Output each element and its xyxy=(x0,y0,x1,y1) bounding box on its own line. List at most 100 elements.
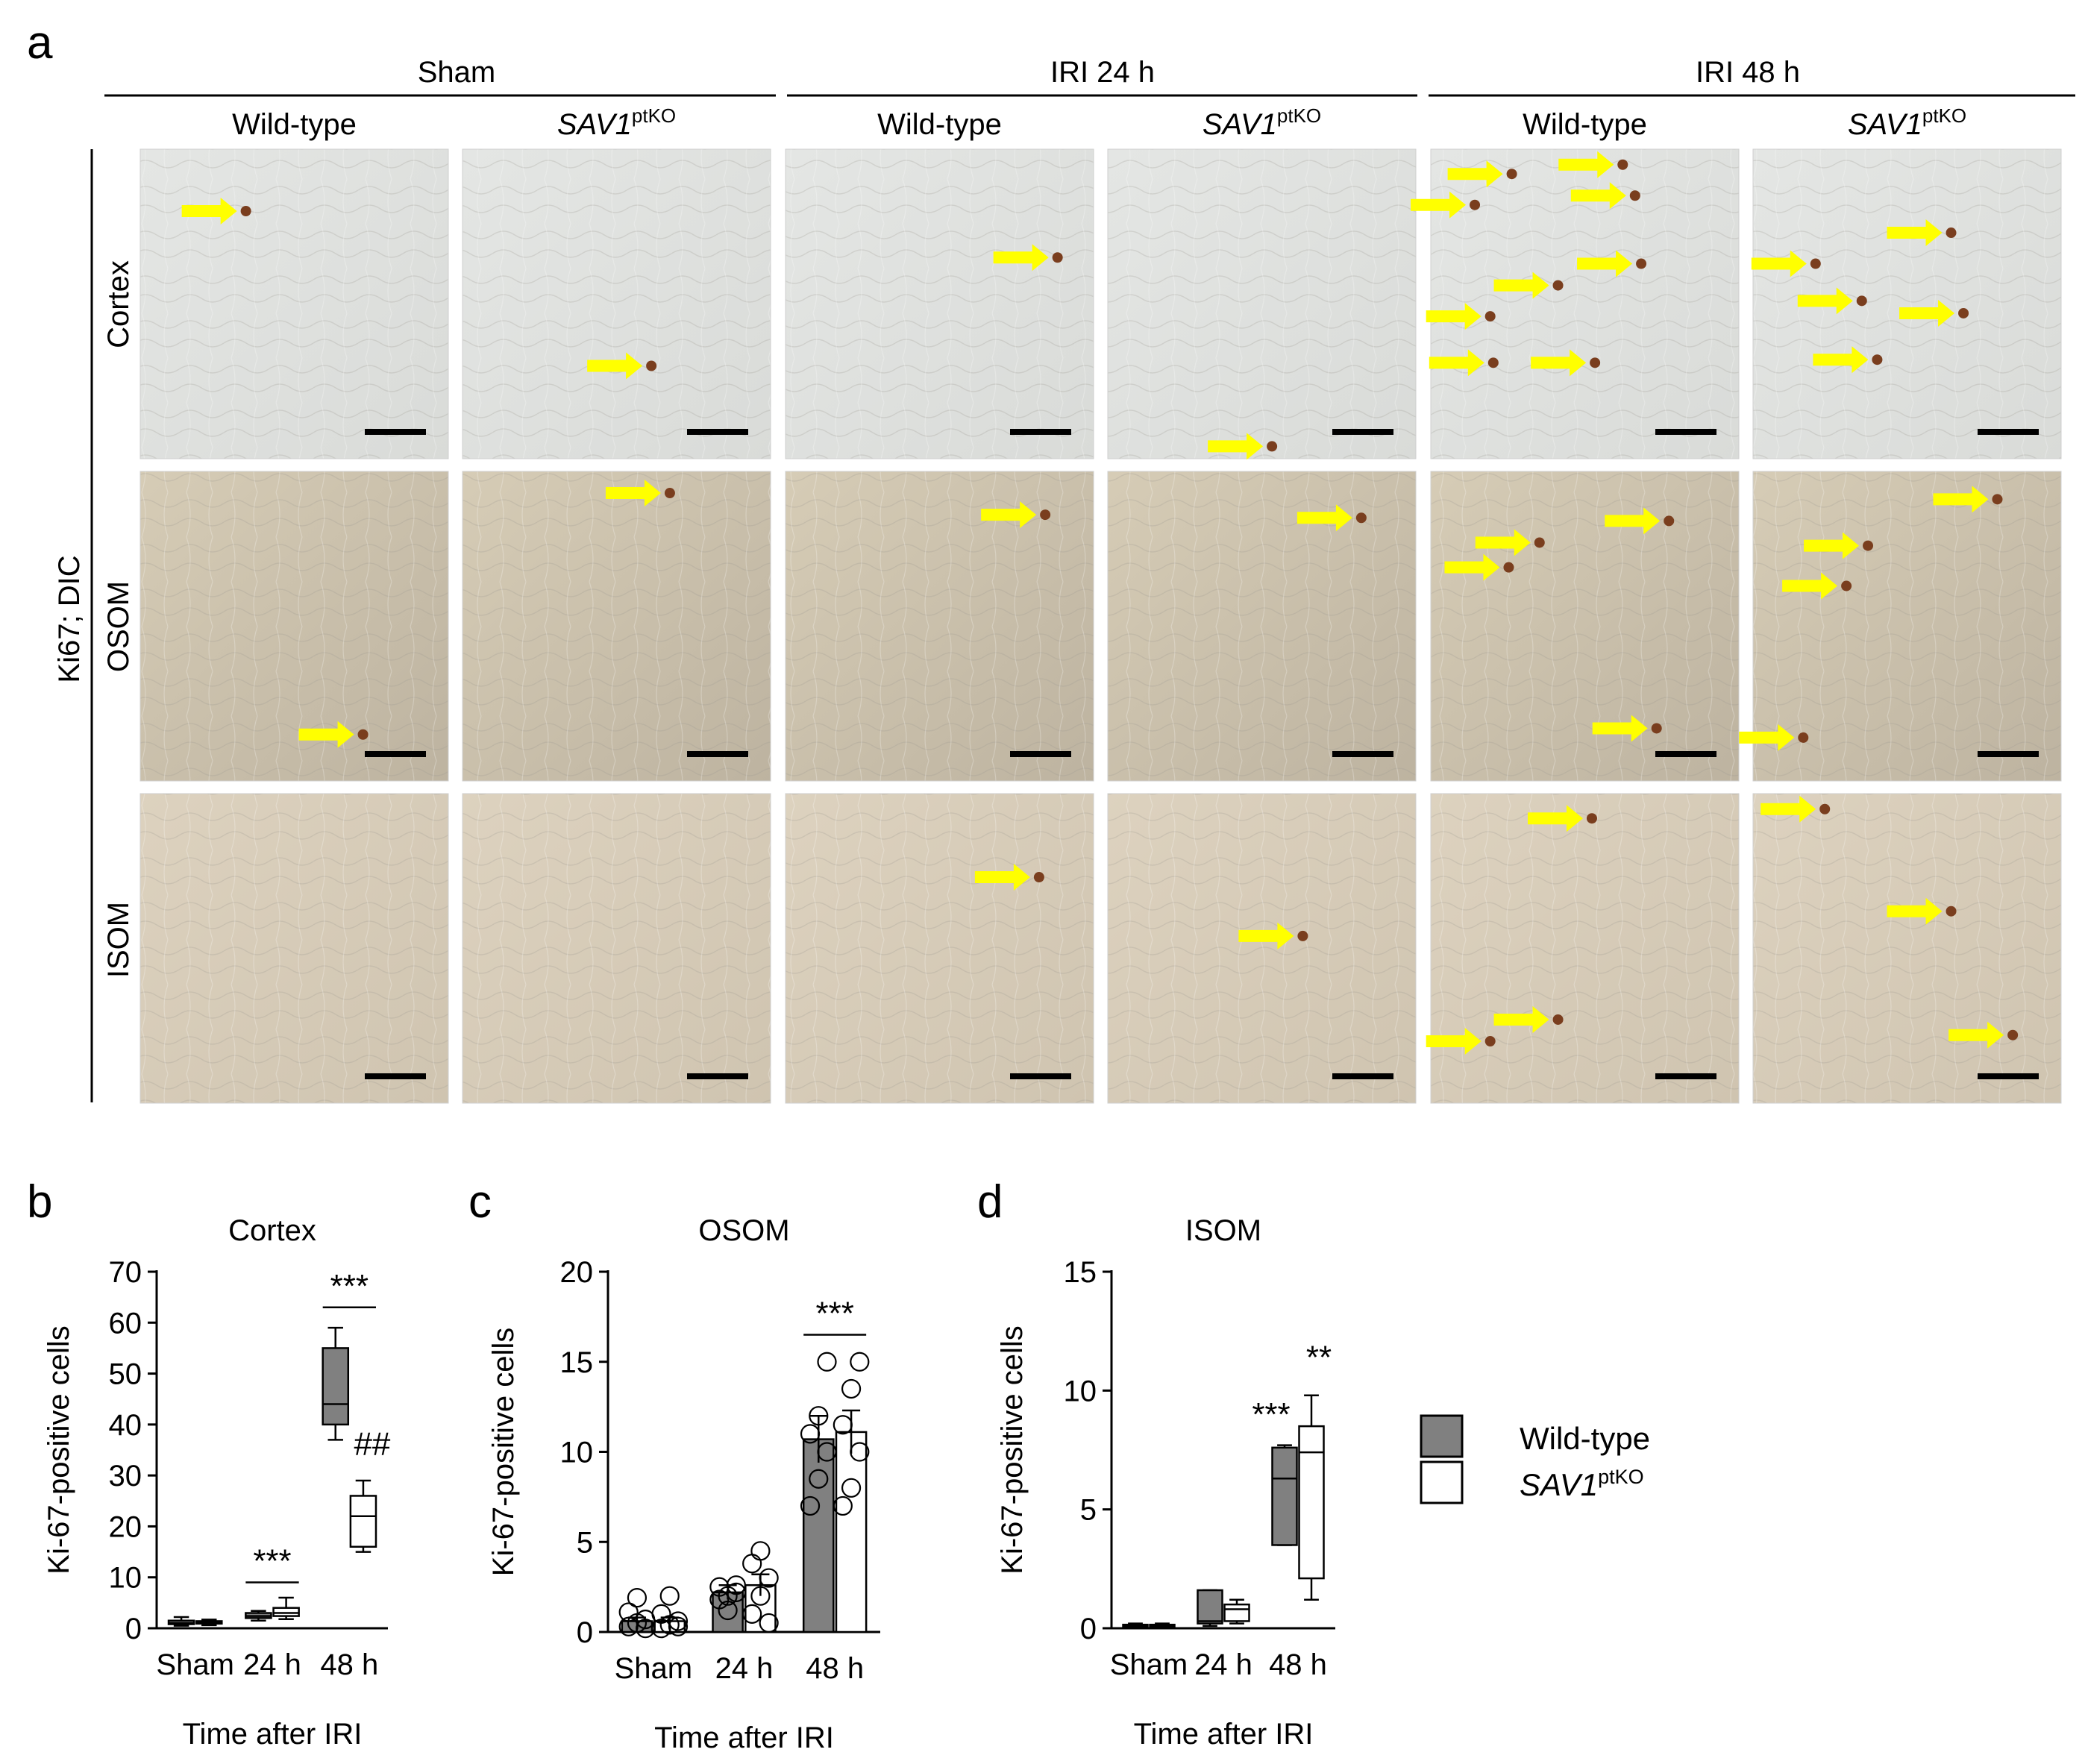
yellow-arrow xyxy=(981,501,1037,529)
micrograph-frame xyxy=(139,471,449,782)
yellow-arrow xyxy=(1761,795,1816,823)
bar xyxy=(802,1438,835,1633)
data-point xyxy=(668,1611,689,1631)
scale-bar xyxy=(687,751,748,757)
box-wild-type-24-h xyxy=(245,1610,272,1622)
yellow-arrow xyxy=(1592,715,1648,742)
data-point xyxy=(809,1469,829,1489)
yellow-arrow xyxy=(1739,724,1795,751)
micrograph-frame xyxy=(462,148,771,459)
ki67-nucleus xyxy=(1586,813,1597,824)
y-tick-label: 20 xyxy=(109,1510,142,1543)
x-tick-label: 48 h xyxy=(320,1648,378,1681)
yellow-arrow xyxy=(993,244,1049,271)
data-point xyxy=(850,1352,870,1372)
ki67-nucleus xyxy=(1590,357,1601,368)
ki67-nucleus xyxy=(240,206,251,216)
x-tick-label: 48 h xyxy=(1269,1648,1327,1681)
yellow-arrow xyxy=(587,352,643,380)
x-tick-label: Sham xyxy=(615,1652,693,1685)
scale-bar xyxy=(1332,751,1393,757)
chart-title: ISOM xyxy=(1185,1214,1261,1247)
scale-bar xyxy=(1010,429,1071,435)
y-axis-label: Ki-67-positive cells xyxy=(996,1325,1029,1574)
significance-annotation: *** xyxy=(330,1268,369,1305)
y-tick-label: 10 xyxy=(109,1562,142,1595)
yellow-arrow xyxy=(1782,572,1838,600)
panel-a: a Sham IRI 24 h IRI 48 h Wild-type SAV1pt… xyxy=(27,17,2075,1104)
data-point xyxy=(800,1424,821,1444)
micrograph-frame xyxy=(785,148,1094,459)
box-body xyxy=(1298,1425,1325,1580)
ki67-nucleus xyxy=(1992,494,2003,505)
legend-label-sav1: SAV1 xyxy=(1520,1467,1598,1502)
data-point xyxy=(800,1495,821,1516)
micrograph-frame xyxy=(1107,148,1417,459)
ki67-nucleus xyxy=(1798,732,1809,743)
group-header-sham: Sham xyxy=(104,56,776,97)
box-body xyxy=(1197,1589,1223,1625)
ki67-nucleus xyxy=(1856,295,1867,307)
yellow-arrow xyxy=(1899,299,1955,327)
scale-bar xyxy=(1010,1073,1071,1079)
yellow-arrow xyxy=(1447,160,1503,188)
ki67-nucleus xyxy=(1267,441,1278,452)
significance-annotation: *** xyxy=(815,1296,853,1332)
box-wild-type-sham xyxy=(1122,1622,1149,1630)
yellow-arrow xyxy=(1444,553,1500,581)
data-point xyxy=(833,1495,853,1516)
micrograph-texture xyxy=(140,149,448,459)
panel-b-chart: b Cortex 0 10 20 30 40 50 60 70 Ki-67-positive cel… xyxy=(27,1176,391,1751)
micrograph-texture xyxy=(1431,794,1739,1103)
yellow-arrow xyxy=(1297,504,1352,532)
data-point xyxy=(742,1604,762,1624)
ki67-nucleus xyxy=(1664,515,1675,527)
y-tick-label: 15 xyxy=(560,1346,594,1379)
chart-title: OSOM xyxy=(698,1214,789,1247)
data-point xyxy=(709,1577,730,1597)
box-sav1ptko-sham xyxy=(195,1619,223,1627)
y-tick-label: 0 xyxy=(125,1613,142,1645)
micrograph-isom-col-2 xyxy=(462,793,771,1104)
micrograph-frame xyxy=(1430,793,1740,1104)
ki67-nucleus xyxy=(1872,354,1883,365)
column-header-name: SAV1 xyxy=(557,108,632,141)
yellow-arrow xyxy=(1570,182,1626,210)
group-header-iri-24h: IRI 24 h xyxy=(787,56,1417,97)
x-tick-label: 48 h xyxy=(806,1652,864,1685)
data-point xyxy=(841,1378,862,1399)
micrograph-osom-col-1 xyxy=(139,471,449,782)
data-point xyxy=(759,1568,779,1588)
scale-bar xyxy=(1978,1073,2039,1079)
data-point xyxy=(817,1352,837,1372)
x-tick-label: Sham xyxy=(156,1648,234,1681)
box-wild-type-48-h xyxy=(1271,1444,1298,1546)
micrograph-texture xyxy=(786,794,1094,1103)
micrograph-texture xyxy=(463,794,771,1103)
yellow-arrow xyxy=(1426,303,1482,330)
yellow-arrow xyxy=(1887,897,1943,925)
yellow-arrow xyxy=(1948,1021,2004,1049)
ki67-nucleus xyxy=(1946,227,1957,239)
micrograph-osom-col-4 xyxy=(1107,471,1417,782)
ki67-nucleus xyxy=(1841,580,1852,591)
x-tick-label: 24 h xyxy=(243,1648,301,1681)
y-tick-label: 70 xyxy=(109,1256,142,1289)
micrograph-cortex-col-1 xyxy=(139,148,449,459)
y-tick-label: 40 xyxy=(109,1409,142,1442)
column-header-name: Wild-type xyxy=(232,108,357,141)
box-sav1ptko-24-h xyxy=(272,1596,300,1620)
legend-swatch-sav1ptko xyxy=(1420,1460,1464,1504)
yellow-arrow xyxy=(1527,805,1583,832)
box-wild-type-24-h xyxy=(1197,1589,1223,1628)
significance-annotation: *** xyxy=(1252,1396,1290,1433)
y-tick-label: 50 xyxy=(109,1358,142,1391)
row-label-isom: ISOM xyxy=(102,902,135,978)
group-header-iri-48h: IRI 48 h xyxy=(1429,56,2075,97)
micrograph-texture xyxy=(1431,471,1739,781)
column-header-1: Wild-type xyxy=(232,108,357,141)
box-sav1ptko-24-h xyxy=(1223,1598,1250,1625)
panel-b-letter: b xyxy=(27,1176,52,1228)
ki67-nucleus xyxy=(1629,190,1640,201)
